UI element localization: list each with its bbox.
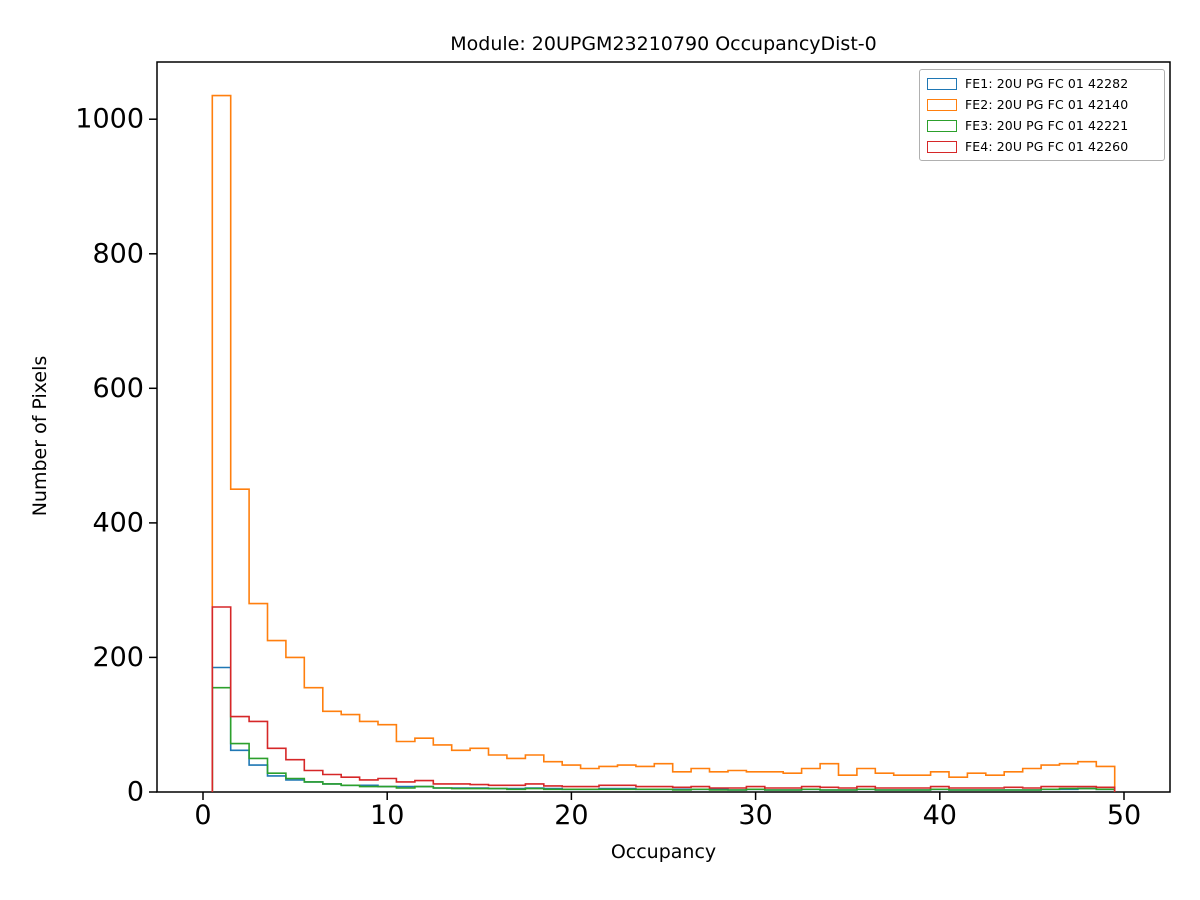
x-tick-label: 0 <box>194 800 211 831</box>
y-tick-label: 400 <box>92 507 144 538</box>
series-4-step <box>211 606 1116 792</box>
legend-label: FE2: 20U PG FC 01 42140 <box>965 97 1129 112</box>
x-tick-label: 40 <box>923 800 957 831</box>
y-tick-label: 1000 <box>75 104 144 135</box>
legend-item: FE1: 20U PG FC 01 42282 <box>927 75 1157 92</box>
legend-item: FE4: 20U PG FC 01 42260 <box>927 138 1157 155</box>
series-2-step <box>211 94 1116 792</box>
x-tick-label: 10 <box>370 800 404 831</box>
legend-label: FE3: 20U PG FC 01 42221 <box>965 118 1129 133</box>
x-axis-label: Occupancy <box>610 841 717 863</box>
y-axis-label: Number of Pixels <box>29 355 51 517</box>
x-tick-label: 20 <box>554 800 588 831</box>
legend-swatch <box>927 140 957 153</box>
x-tick-label: 30 <box>738 800 772 831</box>
y-tick-label: 0 <box>127 777 144 808</box>
y-tick-label: 600 <box>92 373 144 404</box>
axes-frame <box>156 61 1171 793</box>
legend-label: FE4: 20U PG FC 01 42260 <box>965 139 1129 154</box>
legend-item: FE2: 20U PG FC 01 42140 <box>927 96 1157 113</box>
legend-swatch <box>927 119 957 132</box>
legend-label: FE1: 20U PG FC 01 42282 <box>965 76 1129 91</box>
legend-swatch <box>927 77 957 90</box>
x-tick-label: 50 <box>1107 800 1141 831</box>
series-3-step <box>211 686 1116 792</box>
y-tick-label: 800 <box>92 238 144 269</box>
y-tick-label: 200 <box>92 642 144 673</box>
legend-item: FE3: 20U PG FC 01 42221 <box>927 117 1157 134</box>
chart-title: Module: 20UPGM23210790 OccupancyDist-0 <box>450 33 877 55</box>
legend: FE1: 20U PG FC 01 42282 FE2: 20U PG FC 01… <box>919 69 1165 161</box>
legend-swatch <box>927 98 957 111</box>
